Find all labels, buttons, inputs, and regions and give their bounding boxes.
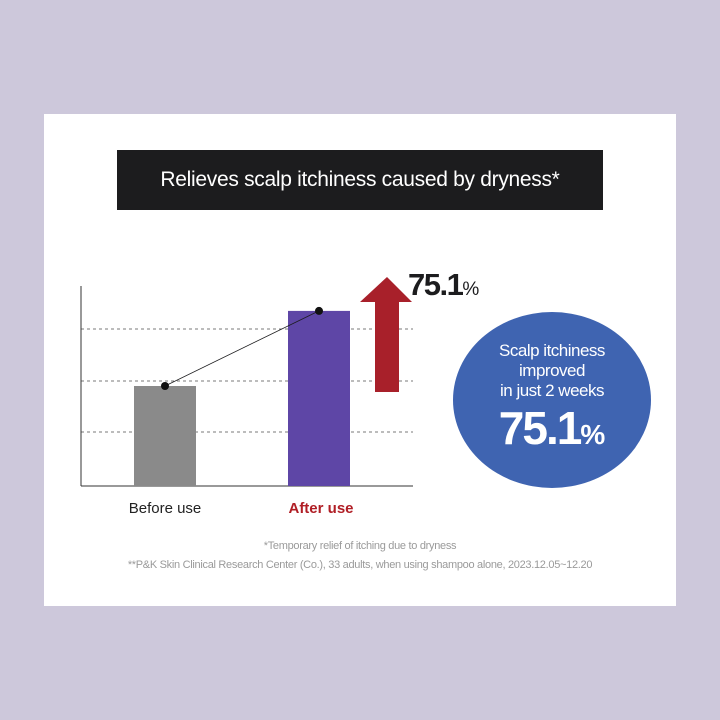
- footnote-2: **P&K Skin Clinical Research Center (Co.…: [127, 559, 593, 571]
- category-label-after: After use: [288, 500, 354, 517]
- callout-value: 75.1%: [498, 401, 606, 454]
- category-label-before: Before use: [128, 500, 202, 517]
- chart-axes: [80, 286, 413, 487]
- footnote-1: *Temporary relief of itching due to dryn…: [263, 540, 457, 552]
- callout-line-2: improved: [519, 360, 585, 380]
- up-arrow: [360, 277, 412, 392]
- result-callout-circle: Scalp itchiness improved in just 2 weeks…: [453, 312, 651, 488]
- trend-point-after: [315, 306, 323, 315]
- trend-line: [161, 306, 323, 390]
- callout-line-3: in just 2 weeks: [500, 380, 605, 400]
- increase-percentage-label: 75.1%: [408, 267, 480, 302]
- chart-bars: [134, 310, 350, 486]
- trend-point-before: [161, 382, 169, 390]
- trend-line-segment: [164, 310, 320, 387]
- callout-line-1: Scalp itchiness: [499, 340, 605, 360]
- bar-chart: [80, 277, 413, 487]
- bar-after: [288, 310, 350, 486]
- chart-grid: [81, 328, 413, 433]
- bar-before: [134, 386, 196, 486]
- page-title: Relieves scalp itchiness caused by dryne…: [160, 168, 560, 191]
- infographic-card: Relieves scalp itchiness caused by dryne…: [44, 114, 676, 606]
- increase-arrow: [360, 277, 412, 392]
- title-banner: Relieves scalp itchiness caused by dryne…: [117, 150, 603, 210]
